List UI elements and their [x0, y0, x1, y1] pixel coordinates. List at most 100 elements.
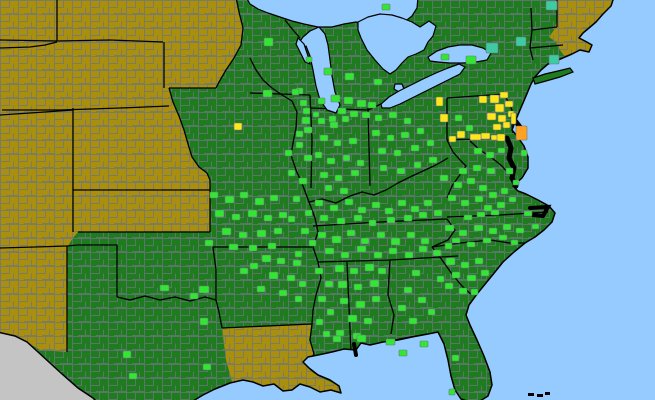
county-bright-green	[444, 242, 453, 250]
county-bright-green	[420, 237, 430, 245]
county-bright-green	[294, 295, 303, 303]
border-in-oh	[367, 107, 371, 187]
county-bright-green	[278, 211, 288, 219]
county-teal	[545, 0, 558, 11]
county-yellow	[480, 132, 491, 140]
county-bright-green	[261, 254, 272, 263]
county-bright-green	[377, 267, 387, 275]
county-bright-green	[356, 245, 367, 253]
county-bright-green	[324, 247, 335, 255]
county-bright-green	[512, 179, 520, 186]
county-yellow	[448, 135, 457, 143]
county-bright-green	[403, 117, 412, 125]
county-bright-green	[388, 247, 398, 255]
county-bright-green	[460, 261, 470, 269]
county-bright-green	[356, 99, 367, 108]
county-yellow	[496, 133, 506, 142]
county-bright-green	[263, 37, 274, 47]
county-bright-green	[337, 107, 347, 115]
county-bright-green	[371, 129, 381, 137]
county-bright-green	[344, 72, 355, 81]
county-bright-green	[458, 287, 468, 295]
county-bright-green	[335, 329, 345, 337]
county-bright-green	[473, 147, 483, 155]
border-ky-tn	[312, 218, 448, 227]
county-bright-green	[295, 130, 304, 138]
county-bright-green	[304, 209, 313, 217]
county-bright-green	[476, 211, 486, 218]
border-ny-east	[529, 7, 534, 61]
county-bright-green	[239, 267, 249, 275]
county-bright-green	[398, 349, 408, 357]
county-yellow	[233, 122, 243, 131]
county-bright-green	[413, 161, 422, 169]
county-bright-green	[341, 115, 350, 123]
county-bright-green	[291, 88, 300, 96]
county-bright-green	[315, 318, 324, 326]
county-bright-green	[319, 214, 329, 222]
county-bright-green	[500, 187, 509, 195]
county-bright-green	[502, 223, 512, 231]
county-bright-green	[199, 317, 209, 326]
county-bright-green	[331, 235, 342, 244]
county-bright-green	[292, 259, 302, 267]
county-bright-green	[348, 137, 358, 145]
county-bright-green	[239, 191, 249, 199]
lake-erie	[380, 63, 466, 109]
county-bright-green	[466, 177, 476, 185]
bay-mobile-bay	[352, 342, 358, 357]
county-bright-green	[328, 115, 337, 123]
border-pa-ny	[446, 93, 505, 99]
county-bright-green	[361, 111, 371, 119]
county-bright-green	[404, 251, 414, 259]
county-bright-green	[209, 191, 219, 199]
county-bright-green	[427, 308, 436, 316]
county-bright-green	[480, 269, 490, 277]
county-bright-green	[326, 157, 336, 165]
county-bright-green	[273, 227, 283, 235]
county-bright-green	[122, 350, 132, 359]
county-bright-green	[342, 154, 351, 162]
county-yellow	[510, 112, 517, 125]
border-red-river	[116, 295, 217, 302]
county-bright-green	[202, 363, 212, 371]
county-yellow	[435, 96, 444, 107]
county-bright-green	[463, 214, 473, 221]
region-mexico	[0, 332, 95, 400]
border-il-in	[309, 94, 313, 189]
region-atlantic-gulf-ocean	[194, 0, 655, 400]
border-missouri-river-west	[168, 87, 211, 181]
border-ok-ar	[212, 246, 217, 300]
state-borders	[0, 0, 564, 367]
county-bright-green	[406, 231, 416, 239]
county-bright-green	[397, 199, 407, 207]
county-markers	[122, 0, 560, 396]
island-long-island	[532, 67, 574, 85]
county-bright-green	[423, 199, 433, 207]
county-bright-green	[373, 78, 383, 86]
county-bright-green	[444, 282, 454, 290]
county-bright-green	[198, 285, 210, 294]
county-bright-green	[432, 249, 442, 257]
county-bright-green	[381, 3, 391, 11]
county-bright-green	[312, 111, 320, 118]
border-la-north	[221, 323, 313, 329]
county-yellow	[499, 91, 509, 99]
county-bright-green	[473, 224, 484, 232]
county-bright-green	[410, 205, 420, 213]
county-bright-green	[159, 284, 170, 292]
island-florida-keys	[537, 394, 543, 397]
county-bright-green	[485, 151, 495, 159]
coastline	[193, 0, 614, 400]
county-bright-green	[269, 194, 279, 202]
county-bright-green	[301, 116, 311, 125]
county-bright-green	[418, 211, 428, 219]
county-bright-green	[238, 231, 248, 239]
county-bright-green	[390, 237, 401, 246]
county-bright-green	[355, 300, 366, 309]
border-ma-south	[529, 44, 564, 49]
border-mi-wi	[284, 19, 301, 39]
county-bright-green	[349, 267, 359, 275]
county-teal	[515, 36, 527, 47]
